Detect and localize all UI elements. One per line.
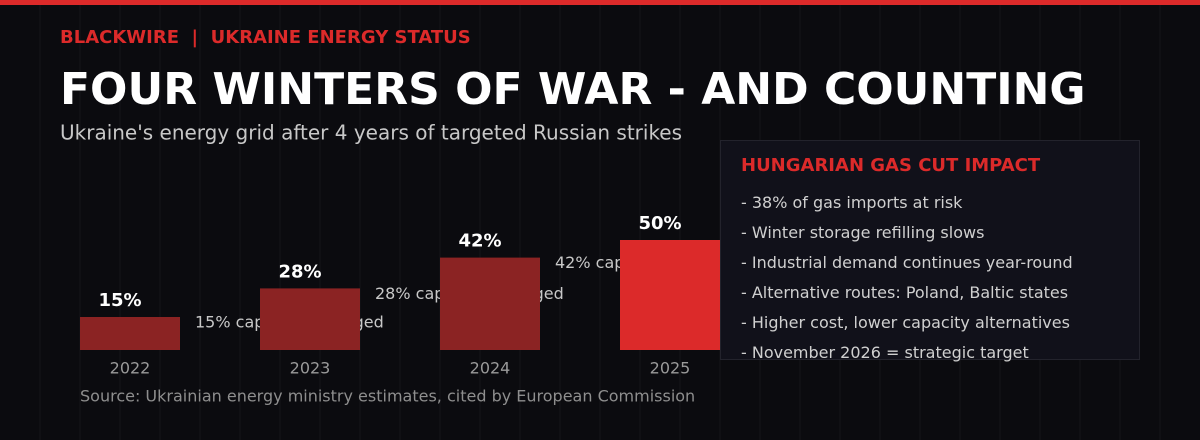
value-label: 15% (98, 290, 141, 311)
panel-item: - November 2026 = strategic target (741, 343, 1029, 362)
x-tick-label: 2023 (290, 359, 331, 378)
value-label: 28% (278, 261, 321, 282)
bar (620, 240, 720, 350)
panel-title: HUNGARIAN GAS CUT IMPACT (741, 155, 1041, 176)
panel-item: - Industrial demand continues year-round (741, 253, 1073, 272)
source: Source: Ukrainian energy ministry estima… (80, 387, 695, 406)
impact-panel: HUNGARIAN GAS CUT IMPACT - 38% of gas im… (720, 140, 1140, 362)
value-label: 42% (458, 231, 501, 252)
bar (260, 288, 360, 350)
value-label: 50% (638, 213, 681, 234)
bar (440, 257, 540, 350)
x-tick-label: 2025 (650, 359, 691, 378)
top-accent (0, 0, 1200, 5)
bar (80, 317, 180, 350)
panel-item: - Alternative routes: Poland, Baltic sta… (741, 283, 1069, 302)
subtitle: Ukraine's energy grid after 4 years of t… (60, 121, 682, 145)
panel-item: - Winter storage refilling slows (741, 223, 985, 242)
panel-item: - Higher cost, lower capacity alternativ… (741, 313, 1070, 332)
panel-item: - 38% of gas imports at risk (741, 193, 963, 212)
kicker: BLACKWIRE | UKRAINE ENERGY STATUS (60, 27, 471, 48)
x-tick-label: 2022 (110, 359, 151, 378)
x-tick-label: 2024 (470, 359, 511, 378)
title: FOUR WINTERS OF WAR - AND COUNTING (60, 64, 1086, 115)
